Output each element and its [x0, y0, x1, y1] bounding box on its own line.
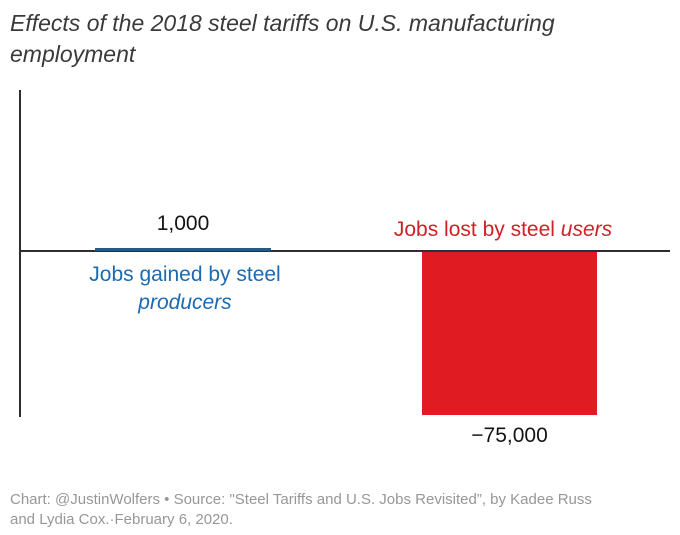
category-label-jobs-gained-line2: producers — [138, 291, 232, 314]
source-caption-line2: and Lydia Cox.·February 6, 2020. — [10, 511, 233, 528]
source-caption-line1: Chart: @JustinWolfers • Source: "Steel T… — [10, 491, 592, 508]
value-label-jobs-lost: −75,000 — [471, 424, 548, 447]
category-label-jobs-lost: Jobs lost by steel users — [363, 217, 643, 243]
category-label-jobs-lost-italic: users — [560, 218, 613, 241]
category-label-jobs-lost-text: Jobs lost by steel — [393, 218, 561, 241]
bar-jobs-gained — [95, 248, 271, 251]
category-label-jobs-gained-line1: Jobs gained by steel — [89, 263, 281, 286]
y-axis-line — [19, 90, 21, 417]
category-label-jobs-gained: Jobs gained by steel producers — [40, 261, 330, 317]
x-axis-line — [19, 250, 670, 252]
chart-title: Effects of the 2018 steel tariffs on U.S… — [10, 10, 555, 67]
source-caption: Chart: @JustinWolfers • Source: "Steel T… — [10, 490, 672, 530]
value-label-jobs-gained: 1,000 — [156, 212, 210, 235]
bar-jobs-lost — [422, 252, 597, 415]
